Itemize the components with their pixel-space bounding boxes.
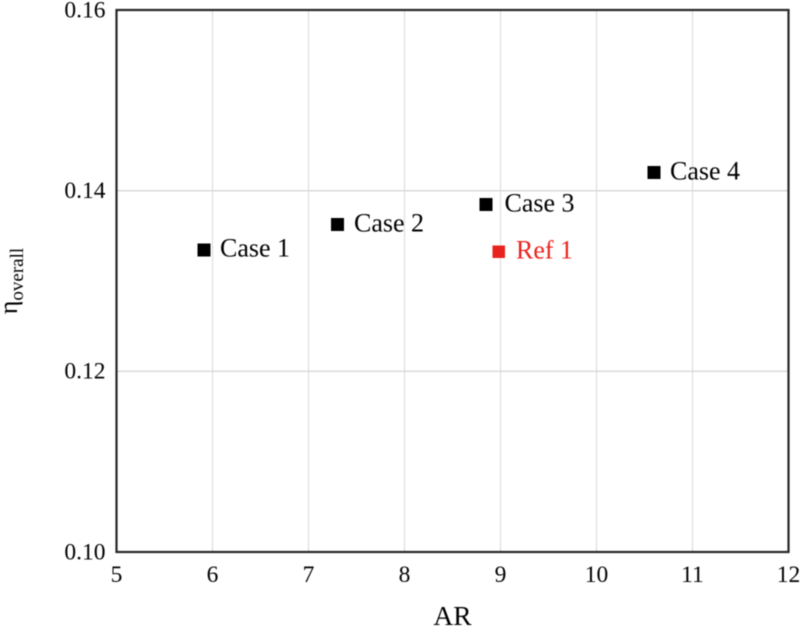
- svg-text:Case 2: Case 2: [354, 209, 424, 238]
- svg-text:10: 10: [585, 562, 609, 588]
- svg-text:ηoverall: ηoverall: [0, 248, 28, 314]
- svg-text:7: 7: [303, 562, 315, 588]
- svg-text:0.16: 0.16: [64, 0, 105, 23]
- svg-text:11: 11: [681, 562, 704, 588]
- svg-text:0.12: 0.12: [64, 359, 105, 385]
- svg-text:AR: AR: [433, 600, 472, 627]
- svg-text:12: 12: [777, 562, 800, 588]
- svg-text:Case 1: Case 1: [220, 234, 290, 263]
- svg-text:0.10: 0.10: [64, 539, 105, 565]
- svg-text:Ref 1: Ref 1: [516, 236, 573, 265]
- svg-text:5: 5: [111, 562, 123, 588]
- svg-text:Case 3: Case 3: [505, 189, 575, 218]
- svg-text:6: 6: [207, 562, 219, 588]
- svg-text:9: 9: [495, 562, 507, 588]
- svg-text:8: 8: [399, 562, 411, 588]
- svg-text:Case 4: Case 4: [670, 157, 740, 186]
- svg-text:0.14: 0.14: [64, 178, 105, 204]
